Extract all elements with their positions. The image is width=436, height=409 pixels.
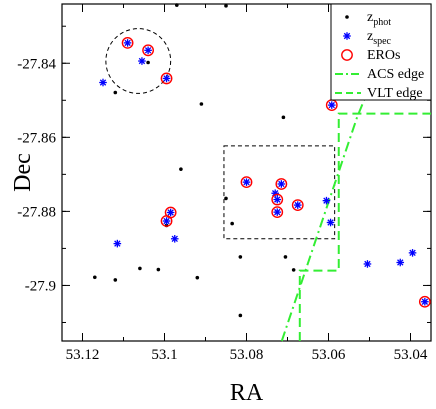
zspec-point <box>273 195 282 204</box>
ero-point <box>240 176 253 189</box>
dashed-circle-region <box>105 28 172 94</box>
zphot-point <box>281 115 286 120</box>
zspec-point <box>99 78 107 87</box>
ero-point <box>271 193 284 206</box>
zphot-point <box>156 267 161 272</box>
zspec-point <box>162 217 171 225</box>
zspec-point <box>138 57 146 65</box>
legend-star-marker <box>343 32 351 40</box>
ero-point <box>275 178 288 190</box>
zspec-point <box>408 249 417 257</box>
zspec-point <box>293 201 302 209</box>
zspec-point <box>421 297 429 306</box>
zphot-point <box>238 313 243 318</box>
legend-label: ACS edge <box>367 67 424 82</box>
zspec-point <box>273 208 282 216</box>
legend-circle-marker <box>341 49 353 61</box>
zspec-point <box>162 74 171 83</box>
zspec-point <box>277 180 286 188</box>
zphot-point <box>238 255 243 259</box>
zspec-point <box>396 258 405 267</box>
zspec-point <box>144 46 152 55</box>
ero-point <box>160 72 173 85</box>
zphot-point <box>283 255 288 259</box>
zspec-point <box>242 178 251 186</box>
legend-dot-marker <box>345 15 349 19</box>
ero-point <box>418 295 431 308</box>
x-tick-label: 53.08 <box>230 347 264 363</box>
legend-label: VLT edge <box>367 86 423 101</box>
y-tick-label: -27.84 <box>17 56 56 72</box>
zphot-point <box>224 196 228 201</box>
dashed-rectangle-region <box>223 145 336 240</box>
zspec-point <box>166 208 175 217</box>
zphot-point <box>195 275 200 280</box>
x-tick-label: 53.12 <box>66 347 100 363</box>
zphot-point <box>175 3 179 7</box>
zphot-point <box>199 102 204 106</box>
ero-point <box>271 206 284 219</box>
vlt-edge-line <box>298 112 431 341</box>
zphot-point <box>230 221 234 226</box>
zspec-point <box>327 101 336 109</box>
zphot-point <box>146 60 150 65</box>
zspec-point <box>326 218 335 227</box>
zphot-point <box>113 278 118 282</box>
legend-label: EROs <box>367 48 400 63</box>
zphot-point <box>113 90 118 95</box>
zphot-point <box>224 4 228 8</box>
ero-point <box>121 36 134 49</box>
x-tick-label: 53.06 <box>312 347 346 363</box>
zspec-point <box>322 196 331 205</box>
zspec-point <box>363 260 372 268</box>
zphot-point <box>138 266 142 271</box>
zspec-point <box>271 189 279 198</box>
y-tick-label: -27.9 <box>25 278 56 294</box>
points-layer <box>93 3 431 318</box>
zphot-point <box>291 268 296 272</box>
y-tick-label: -27.86 <box>17 130 56 146</box>
x-tick-label: 53.1 <box>151 347 177 363</box>
zspec-point <box>170 234 179 243</box>
zspec-point <box>123 39 132 47</box>
zphot-point <box>179 167 183 171</box>
legend-box <box>330 3 432 101</box>
ero-point <box>291 199 304 211</box>
ero-point <box>160 215 173 227</box>
y-axis-title: Dec <box>10 153 36 192</box>
zphot-point <box>93 275 97 280</box>
x-axis-title: RA <box>230 380 264 406</box>
ero-point <box>142 44 155 57</box>
zspec-point <box>113 239 122 248</box>
annotation-layer <box>105 28 336 240</box>
y-tick-label: -27.88 <box>17 204 56 220</box>
x-tick-label: 53.04 <box>394 347 428 363</box>
